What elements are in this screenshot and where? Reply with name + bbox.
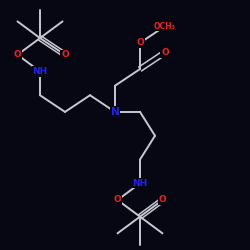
Text: NH: NH <box>32 67 48 76</box>
Text: O: O <box>14 50 22 59</box>
Text: O: O <box>114 196 122 204</box>
Text: N: N <box>110 107 120 117</box>
Text: O: O <box>136 38 144 47</box>
Text: O: O <box>159 196 166 204</box>
Text: NH: NH <box>132 179 148 188</box>
Text: O: O <box>61 50 69 59</box>
Text: O: O <box>161 48 169 57</box>
Text: OCH₃: OCH₃ <box>154 22 176 31</box>
